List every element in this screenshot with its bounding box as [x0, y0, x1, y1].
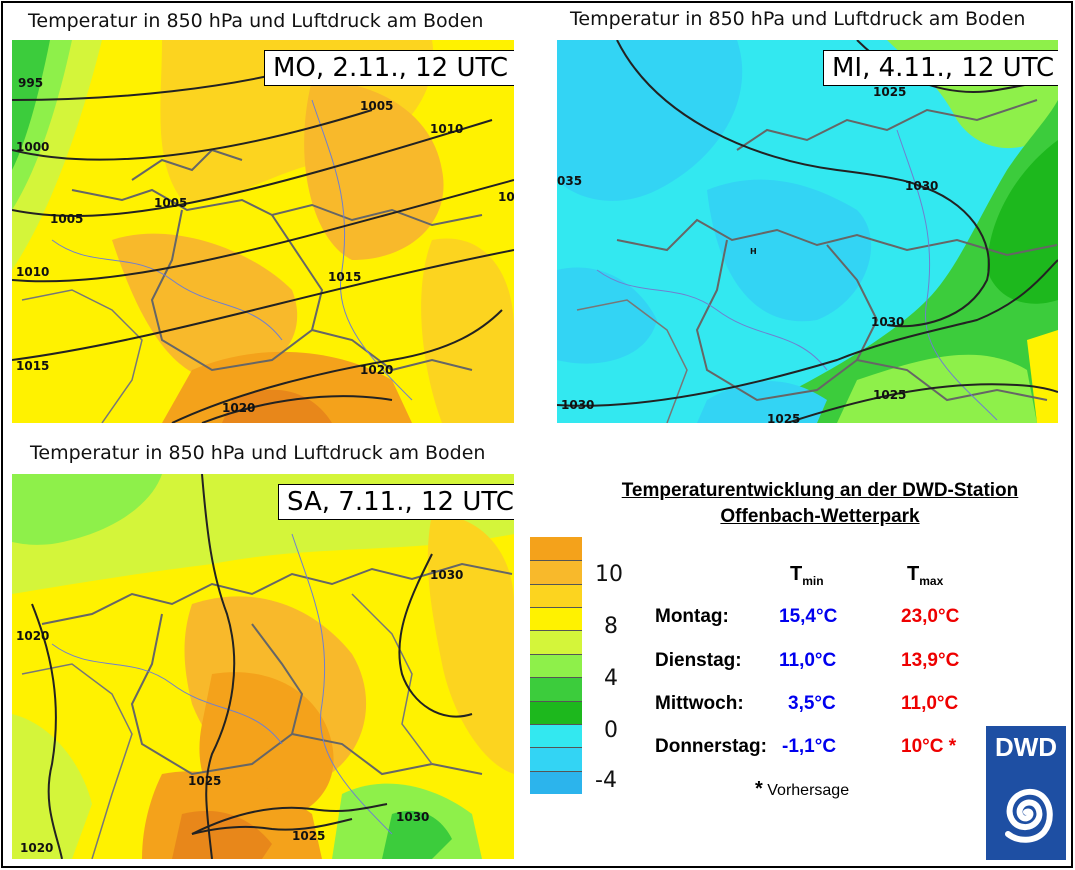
legend-tick: 0: [604, 718, 618, 743]
header-tmin-sub: min: [802, 574, 824, 588]
panel-3-date: SA, 7.11., 12 UTC: [278, 484, 514, 520]
isobar-label: 1010: [430, 122, 463, 136]
isobar-label: 1025: [873, 388, 906, 402]
footnote-star: *: [755, 778, 763, 800]
legend-color-band: [530, 700, 582, 725]
legend-tick: 10: [595, 562, 623, 587]
legend-color-band: [530, 537, 582, 561]
legend-color-band: [530, 723, 582, 748]
isobar-label: 1025: [292, 829, 325, 843]
isobar-label: 1015: [328, 270, 361, 284]
legend-color-band: [530, 653, 582, 678]
isobar-label: 1020: [16, 629, 49, 643]
panel-1-map: 995 1000 1005 1005 1005 1010 1010 10 101…: [12, 40, 514, 423]
row-tmin: 11,0°C: [779, 650, 837, 671]
legend-color-band: [530, 747, 582, 772]
isobar-label: 1030: [396, 810, 429, 824]
row-day: Dienstag:: [655, 650, 742, 671]
panel-2-date: MI, 4.11., 12 UTC: [823, 50, 1058, 86]
footnote-text: Vorhersage: [767, 782, 850, 799]
isobar-label: 1015: [16, 359, 49, 373]
legend-color-band: [530, 677, 582, 702]
station-title: Temperaturentwicklung an der DWD-Station…: [590, 478, 1050, 530]
row-tmax: 10°C *: [901, 736, 957, 757]
isobar-label: 1030: [871, 315, 904, 329]
station-title-line1: Temperaturentwicklung an der DWD-Station: [621, 480, 1019, 501]
header-tmax: Tmax: [907, 563, 943, 588]
isobar-label: 1030: [561, 398, 594, 412]
panel-3-map: 1030 1020 1025 1025 1030 1020 SA, 7.11.,…: [12, 474, 514, 859]
isobar-label: 1020: [20, 841, 53, 855]
isobar-label: 1010: [16, 265, 49, 279]
legend-tick: 4: [604, 666, 618, 691]
logo-text: DWD: [994, 732, 1058, 762]
row-tmin: -1,1°C: [782, 736, 837, 757]
isobar-label: 1005: [154, 196, 187, 210]
row-tmax: 23,0°C: [901, 606, 960, 627]
legend-color-band: [530, 560, 582, 585]
temperature-legend: [530, 537, 582, 795]
row-tmax: 11,0°C: [901, 693, 959, 714]
legend-tick: -4: [595, 768, 617, 793]
row-tmin: 3,5°C: [788, 693, 836, 714]
row-day: Donnerstag:: [655, 736, 767, 757]
isobar-label: 10: [498, 190, 514, 204]
isobar-label: 035: [557, 174, 582, 188]
panel-1-title: Temperatur in 850 hPa und Luftdruck am B…: [28, 10, 484, 32]
isobar-label: 1000: [16, 140, 49, 154]
panel-1-date: MO, 2.11., 12 UTC: [264, 50, 514, 86]
panel-3-title: Temperatur in 850 hPa und Luftdruck am B…: [30, 442, 486, 464]
isobar-label: 1020: [360, 363, 393, 377]
row-day: Montag:: [655, 606, 729, 627]
header-tmax-symbol: T: [907, 563, 920, 585]
panel-2-title: Temperatur in 850 hPa und Luftdruck am B…: [570, 8, 1026, 30]
isobar-label: 1030: [905, 179, 938, 193]
legend-color-band: [530, 583, 582, 608]
high-pressure-marker: H: [750, 247, 757, 256]
header-tmax-sub: max: [919, 574, 944, 588]
isobar-label: 1025: [767, 412, 800, 423]
header-tmin-symbol: T: [790, 563, 803, 585]
legend-color-band: [530, 607, 582, 631]
isobar-label: 1025: [873, 85, 906, 99]
legend-color-band: [530, 770, 582, 795]
header-tmin: Tmin: [790, 563, 824, 588]
isobar-label: 1025: [188, 774, 221, 788]
dwd-logo: DWD: [986, 726, 1066, 860]
station-title-line2: Offenbach-Wetterpark: [720, 506, 920, 527]
row-day: Mittwoch:: [655, 693, 744, 714]
isobar-label: 995: [18, 76, 43, 90]
legend-tick: 8: [604, 614, 618, 639]
isobar-label: 1005: [360, 99, 393, 113]
spiral-icon: [1005, 788, 1053, 843]
isobar-label: 1020: [222, 401, 255, 415]
panel-2-map: 1025 035 1030 1030 1030 1025 1025 H MI, …: [557, 40, 1058, 423]
isobar-label: 1030: [430, 568, 463, 582]
row-tmin: 15,4°C: [779, 606, 838, 627]
footnote: * Vorhersage: [755, 778, 849, 801]
legend-color-band: [530, 630, 582, 655]
row-tmax: 13,9°C: [901, 650, 960, 671]
isobar-label: 1005: [50, 212, 83, 226]
